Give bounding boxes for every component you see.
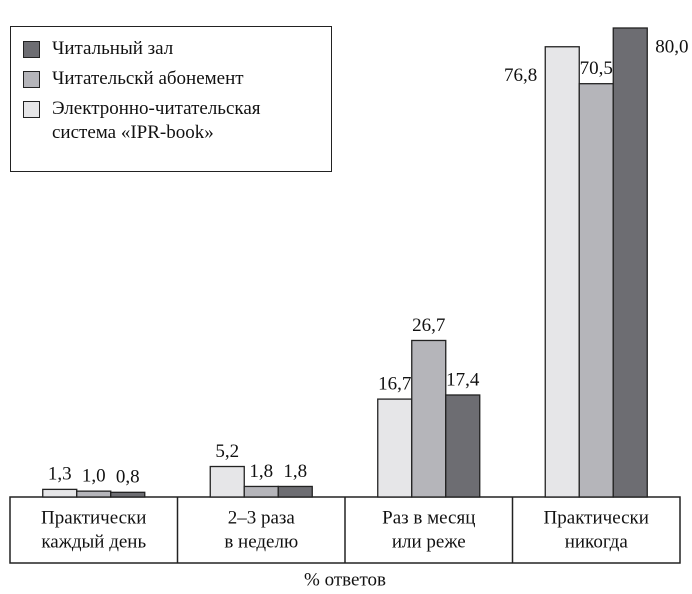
bar — [209, 465, 245, 498]
value-label: 26,7 — [412, 315, 445, 336]
bar — [612, 27, 648, 498]
x-tick-label: каждый день — [41, 531, 146, 552]
value-label: 1,3 — [48, 464, 72, 485]
legend-label: Читательскй абонемент — [52, 68, 244, 89]
x-tick-label: Практически — [544, 507, 649, 528]
bar — [411, 339, 447, 498]
value-label: 0,8 — [116, 467, 140, 488]
x-tick-label: Практически — [41, 507, 146, 528]
value-label: 17,4 — [446, 369, 480, 390]
bar — [243, 485, 279, 498]
bar — [76, 490, 112, 498]
value-label: 1,0 — [82, 465, 106, 486]
legend-label: Электронно-читательская система «IPR-boo… — [52, 98, 261, 143]
value-label: 70,5 — [580, 58, 613, 79]
legend-swatch — [23, 41, 40, 58]
bar — [445, 394, 481, 498]
bar — [110, 491, 146, 498]
value-label: 5,2 — [215, 441, 239, 462]
bar — [277, 485, 313, 498]
value-label: 16,7 — [378, 373, 411, 394]
bar — [377, 398, 413, 498]
value-label: 1,8 — [283, 461, 307, 482]
legend-swatch — [23, 71, 40, 88]
legend-item: Читальный зал — [21, 37, 321, 61]
x-tick-label: 2–3 раза — [228, 507, 296, 528]
bar — [544, 46, 580, 498]
x-tick-label: или реже — [392, 531, 466, 552]
bar — [42, 488, 78, 498]
x-tick-label: Раз в месяц — [382, 507, 475, 528]
x-tick-label: никогда — [565, 531, 629, 552]
x-axis-label: % ответов — [304, 569, 386, 590]
legend-label: Читальный зал — [52, 38, 174, 59]
legend: Читальный зал Читательскй абонемент Электр… — [10, 26, 332, 172]
legend-item: Читательскй абонемент — [21, 67, 321, 91]
value-label: 76,8 — [504, 65, 537, 86]
legend-item: Электронно-читательская система «IPR-boo… — [21, 97, 321, 145]
bar — [578, 83, 614, 498]
x-tick-label: в неделю — [224, 531, 298, 552]
value-label: 1,8 — [249, 461, 273, 482]
value-label: 80,0 — [655, 36, 688, 57]
legend-swatch — [23, 101, 40, 118]
